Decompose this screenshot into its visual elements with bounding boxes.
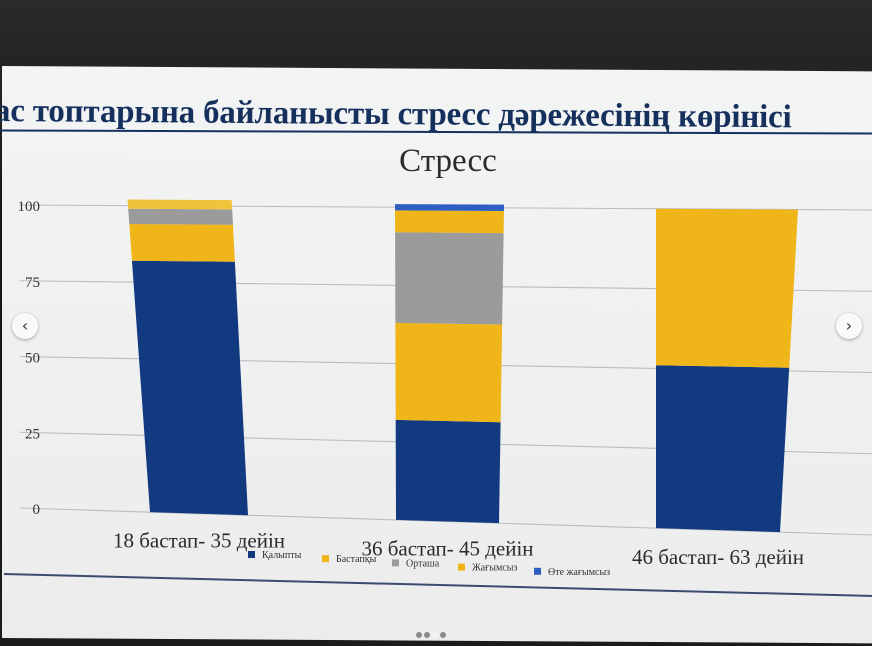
chevron-left-icon[interactable]: ‹ bbox=[12, 313, 38, 339]
legend-label: Бастапқы bbox=[336, 554, 377, 565]
legend: Қалыпты Бастапқы Орташа Жағымсыз Өте жағымсы… bbox=[248, 550, 610, 578]
bar-segment-1 bbox=[395, 322, 503, 423]
bar-segment-0 bbox=[395, 419, 501, 524]
bar-segment-3 bbox=[656, 208, 798, 368]
legend-swatch bbox=[458, 563, 465, 571]
chevron-right-icon[interactable]: › bbox=[836, 313, 862, 339]
bar-segment-0 bbox=[656, 365, 790, 533]
x-category-label: 46 бастап- 63 дейін bbox=[632, 545, 804, 569]
bar-segment-2 bbox=[395, 232, 504, 325]
y-tick-label: 50 bbox=[25, 351, 40, 367]
legend-swatch bbox=[248, 551, 255, 558]
y-tick-label: 25 bbox=[25, 426, 40, 442]
bar-segment-kalypty bbox=[131, 260, 248, 516]
legend-swatch bbox=[322, 555, 329, 563]
carousel-dot[interactable] bbox=[424, 632, 430, 638]
legend-swatch bbox=[392, 559, 399, 567]
legend-label: Өте жағымсыз bbox=[548, 567, 610, 578]
carousel-dots bbox=[416, 632, 456, 640]
carousel-dot[interactable] bbox=[432, 632, 438, 638]
bar-segment-ortasha bbox=[128, 208, 233, 225]
legend-swatch bbox=[534, 567, 541, 575]
chart-text: 0 25 50 75 100 Стресс 18 бастап- 35 дейін 36 ба… bbox=[18, 143, 805, 569]
y-tick-label: 100 bbox=[18, 199, 41, 215]
bars bbox=[127, 199, 798, 533]
y-tick-label: 0 bbox=[33, 502, 41, 518]
legend-label: Жағымсыз bbox=[472, 563, 517, 574]
legend-label: Орташа bbox=[406, 558, 440, 569]
bar-segment-4 bbox=[394, 204, 505, 211]
bar-segment-zhagymsyz bbox=[129, 223, 235, 262]
bar-segment-3 bbox=[395, 210, 504, 234]
legend-label: Қалыпты bbox=[262, 550, 302, 561]
chart-title: Стресс bbox=[399, 143, 497, 179]
bar-segment-top bbox=[127, 199, 233, 210]
carousel-dot[interactable] bbox=[416, 632, 422, 638]
carousel-dot[interactable] bbox=[440, 632, 446, 638]
x-category-label: 36 бастап- 45 дейін bbox=[361, 537, 533, 561]
y-tick-label: 75 bbox=[25, 275, 40, 291]
x-category-label: 18 бастап- 35 дейін bbox=[113, 529, 285, 553]
